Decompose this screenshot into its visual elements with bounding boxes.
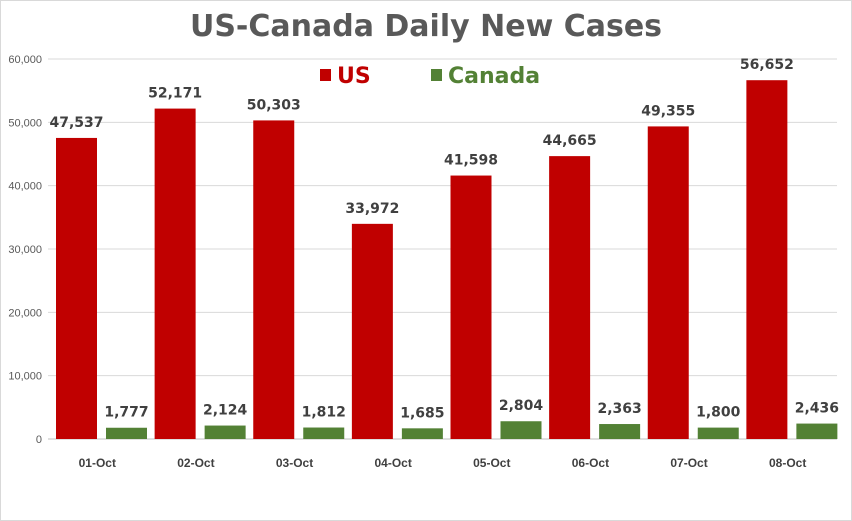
x-tick-label: 06-Oct — [572, 456, 609, 470]
y-tick-label: 10,000 — [8, 371, 42, 383]
bar-us-03-oct — [253, 120, 295, 439]
x-tick-label: 03-Oct — [276, 456, 313, 470]
bar-canada-03-oct — [303, 427, 345, 439]
bar-canada-01-oct — [106, 427, 147, 439]
y-tick-label: 60,000 — [8, 54, 42, 66]
data-label-canada-01-oct: 1,777 — [104, 405, 148, 421]
data-label-canada-06-oct: 2,363 — [597, 401, 641, 417]
bar-canada-05-oct — [500, 421, 542, 439]
bars — [56, 80, 838, 440]
legend-label-canada: Canada — [448, 64, 540, 89]
data-label-canada-05-oct: 2,804 — [499, 398, 544, 414]
bar-canada-06-oct — [599, 424, 641, 439]
y-axis: 0 10,000 20,000 30,000 40,000 50,000 60,000 — [8, 54, 42, 446]
data-label-us-06-oct: 44,665 — [543, 133, 597, 149]
y-tick-label: 20,000 — [8, 307, 42, 319]
bar-canada-08-oct — [796, 423, 838, 439]
data-label-canada-02-oct: 2,124 — [203, 403, 248, 419]
data-label-us-01-oct: 47,537 — [49, 115, 103, 131]
x-tick-label: 07-Oct — [670, 456, 707, 470]
data-label-us-03-oct: 50,303 — [247, 97, 301, 113]
bar-canada-07-oct — [697, 427, 739, 439]
x-tick-label: 01-Oct — [79, 456, 116, 470]
bar-us-01-oct — [56, 137, 97, 440]
data-label-us-04-oct: 33,972 — [345, 201, 399, 217]
x-tick-label: 08-Oct — [769, 456, 806, 470]
data-label-canada-07-oct: 1,800 — [696, 405, 741, 421]
data-label-us-07-oct: 49,355 — [641, 103, 695, 119]
data-label-canada-08-oct: 2,436 — [795, 401, 839, 417]
bar-canada-04-oct — [401, 428, 443, 439]
bar-canada-02-oct — [204, 425, 246, 439]
x-tick-label: 04-Oct — [375, 456, 412, 470]
x-axis: 01-Oct 02-Oct 03-Oct 04-Oct 05-Oct 06-Oct 07-O… — [79, 456, 807, 470]
data-label-us-02-oct: 52,171 — [148, 86, 202, 102]
bar-us-04-oct — [351, 223, 393, 439]
data-labels: 47,537 1,777 52,171 2,124 50,303 1,812 33,972 1… — [49, 57, 839, 421]
bar-us-05-oct — [450, 175, 492, 439]
y-tick-label: 50,000 — [8, 117, 42, 129]
legend-label-us: US — [337, 64, 371, 89]
data-label-us-05-oct: 41,598 — [444, 153, 498, 169]
legend-swatch-us — [320, 69, 331, 81]
y-tick-label: 40,000 — [8, 181, 42, 193]
bar-us-07-oct — [647, 126, 689, 439]
y-tick-label: 30,000 — [8, 244, 42, 256]
y-tick-label: 0 — [36, 434, 42, 446]
x-tick-label: 05-Oct — [473, 456, 510, 470]
chart-title: US-Canada Daily New Cases — [190, 9, 662, 44]
data-label-us-08-oct: 56,652 — [740, 57, 794, 73]
bar-us-02-oct — [154, 108, 196, 439]
data-label-canada-04-oct: 1,685 — [400, 405, 444, 421]
bar-us-06-oct — [549, 156, 591, 439]
bar-us-08-oct — [746, 80, 788, 439]
legend: US Canada — [320, 64, 540, 89]
data-label-canada-03-oct: 1,812 — [302, 405, 346, 421]
x-tick-label: 02-Oct — [177, 456, 214, 470]
legend-swatch-canada — [431, 69, 442, 81]
